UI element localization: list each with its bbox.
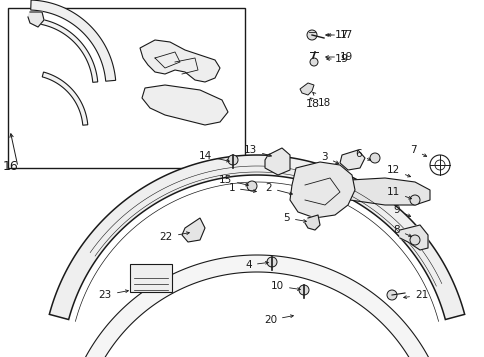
Text: 18: 18 — [312, 92, 331, 108]
Text: 6: 6 — [355, 149, 370, 160]
Text: 15: 15 — [218, 175, 248, 186]
Polygon shape — [42, 72, 88, 125]
Polygon shape — [140, 40, 220, 82]
Text: 12: 12 — [386, 165, 409, 177]
Polygon shape — [76, 255, 437, 357]
Text: 17: 17 — [325, 30, 352, 40]
Text: 3: 3 — [321, 152, 338, 164]
Circle shape — [306, 30, 317, 40]
Text: 5: 5 — [283, 213, 306, 223]
Circle shape — [309, 58, 318, 66]
Text: 16: 16 — [3, 161, 19, 174]
Polygon shape — [300, 83, 313, 95]
Polygon shape — [339, 150, 364, 170]
Circle shape — [409, 195, 419, 205]
Text: 18: 18 — [305, 99, 319, 109]
Text: 2: 2 — [265, 183, 292, 195]
Text: 10: 10 — [271, 281, 300, 291]
Text: 19: 19 — [325, 52, 352, 62]
Text: 1: 1 — [228, 183, 256, 193]
Circle shape — [369, 153, 379, 163]
Circle shape — [298, 285, 308, 295]
Text: 20: 20 — [263, 315, 293, 325]
Bar — [130, 264, 172, 292]
Polygon shape — [264, 148, 289, 175]
Polygon shape — [30, 18, 98, 82]
Polygon shape — [142, 85, 227, 125]
Text: 4: 4 — [245, 260, 268, 270]
Text: 17: 17 — [334, 30, 348, 40]
Polygon shape — [289, 162, 354, 218]
Circle shape — [227, 155, 238, 165]
Text: 13: 13 — [243, 145, 271, 157]
Circle shape — [267, 257, 276, 267]
Polygon shape — [304, 215, 319, 230]
Text: 23: 23 — [99, 290, 128, 300]
Polygon shape — [30, 0, 115, 81]
Polygon shape — [182, 218, 205, 242]
Polygon shape — [399, 225, 427, 250]
Polygon shape — [349, 178, 429, 205]
Bar — [8, 8, 244, 168]
Text: 7: 7 — [409, 145, 426, 156]
Circle shape — [409, 235, 419, 245]
Text: 21: 21 — [403, 290, 427, 300]
Text: 8: 8 — [393, 225, 411, 237]
Circle shape — [386, 290, 396, 300]
Polygon shape — [28, 12, 44, 27]
Polygon shape — [49, 155, 464, 320]
Text: 14: 14 — [198, 151, 229, 162]
Text: 11: 11 — [386, 187, 410, 199]
Text: 22: 22 — [159, 232, 189, 242]
Text: 19: 19 — [334, 54, 348, 64]
Text: 9: 9 — [393, 205, 410, 217]
Circle shape — [246, 181, 257, 191]
